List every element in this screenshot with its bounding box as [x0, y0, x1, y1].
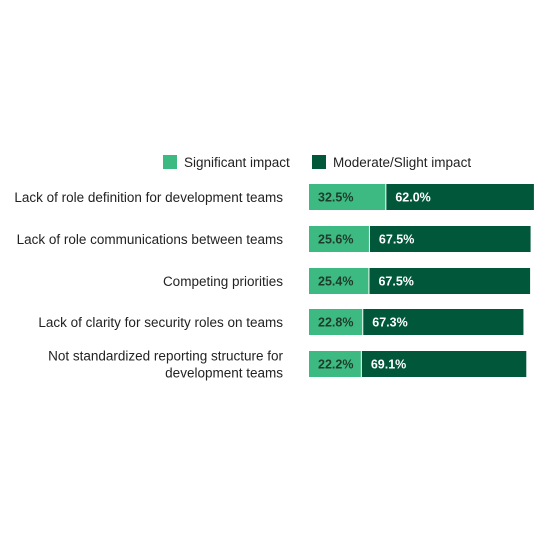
legend-swatch-2 — [312, 155, 326, 169]
category-label-line: Lack of clarity for security roles on te… — [38, 315, 283, 330]
category-label-3: Competing priorities — [163, 274, 283, 289]
bar-value-label: 67.5% — [379, 233, 414, 247]
bar-area: 32.5% 62.0% 25.6% 67.5% 25.4% 67.5% 22.8% 67.3%… — [309, 184, 534, 377]
bar-value-label: 67.5% — [378, 275, 413, 289]
bar-moderate-1 — [386, 184, 534, 210]
category-label-2: Lack of role communications between team… — [17, 232, 284, 247]
bar-moderate-5 — [361, 351, 527, 377]
bar-value-label: 22.8% — [318, 316, 353, 330]
bar-moderate-2 — [369, 226, 531, 252]
legend-label-1: Significant impact — [184, 155, 290, 170]
bar-value-label: 69.1% — [371, 358, 406, 372]
category-label-4: Lack of clarity for security roles on te… — [38, 315, 283, 330]
chart-legend: Significant impact Moderate/Slight impact — [163, 155, 471, 170]
bar-significant-2 — [309, 226, 370, 252]
category-label-5: Not standardized reporting structure for… — [48, 349, 283, 381]
bar-value-label: 25.6% — [318, 233, 353, 247]
bar-significant-1 — [309, 184, 387, 210]
bar-value-label: 32.5% — [318, 191, 353, 205]
bar-significant-3 — [309, 268, 370, 294]
legend-label-2: Moderate/Slight impact — [333, 155, 471, 170]
category-label-line: Lack of role communications between team… — [17, 232, 284, 247]
bar-significant-5 — [309, 351, 362, 377]
bar-significant-4 — [309, 309, 364, 335]
bar-value-label: 25.4% — [318, 275, 353, 289]
category-label-line: Lack of role definition for development … — [14, 190, 283, 205]
category-labels: Lack of role definition for development … — [14, 190, 283, 381]
category-label-line: Competing priorities — [163, 274, 283, 289]
category-label-line: development teams — [165, 366, 283, 381]
category-label-line: Not standardized reporting structure for — [48, 349, 283, 364]
bar-moderate-3 — [369, 268, 531, 294]
bar-value-label: 67.3% — [372, 316, 407, 330]
category-label-1: Lack of role definition for development … — [14, 190, 283, 205]
legend-swatch-1 — [163, 155, 177, 169]
bar-moderate-4 — [363, 309, 524, 335]
bar-value-label: 22.2% — [318, 358, 353, 372]
bar-value-label: 62.0% — [395, 191, 430, 205]
